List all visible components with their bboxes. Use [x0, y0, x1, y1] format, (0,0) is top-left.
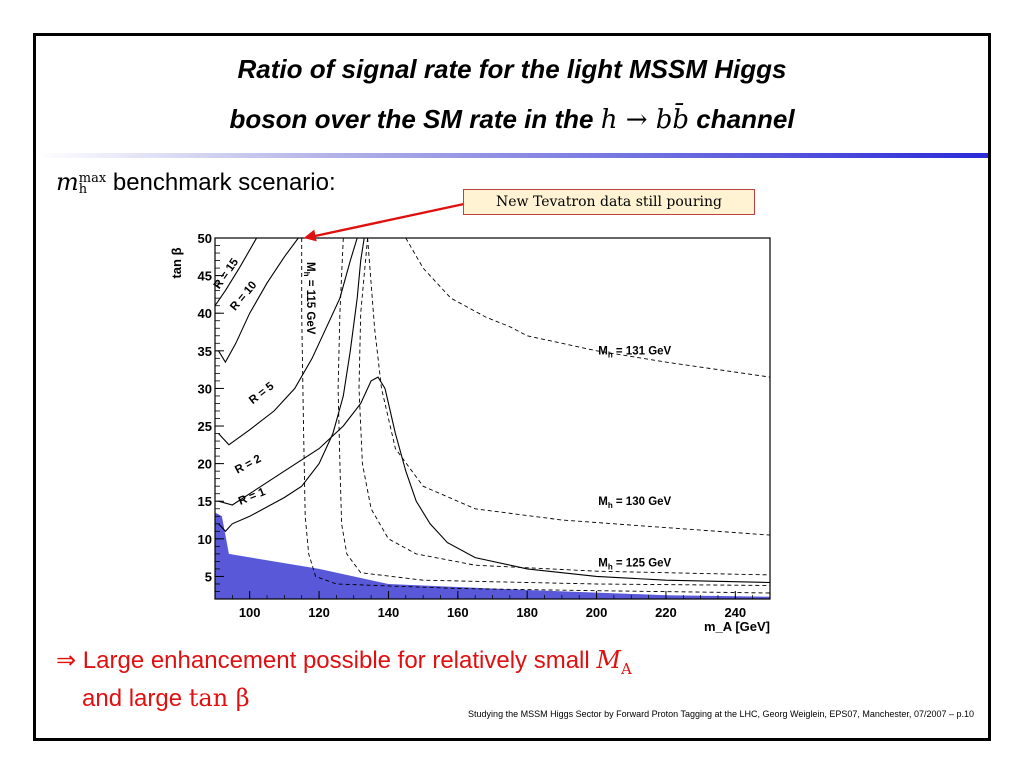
subtitle-sup: max	[78, 170, 107, 186]
title-line2-suffix: channel	[689, 104, 795, 134]
x-tick-label: 180	[516, 605, 538, 620]
subtitle-symbol: m	[56, 168, 79, 196]
annotation-6: Mh = 131 GeV	[598, 346, 671, 360]
annotation-3: R = 5	[247, 380, 277, 407]
x-tick-label: 200	[586, 605, 608, 620]
subtitle: m max h benchmark scenario:	[56, 168, 336, 197]
conclusion-math1: M	[596, 646, 621, 674]
y-tick-label: 20	[198, 457, 212, 472]
y-tick-label: 50	[198, 231, 212, 246]
y-tick-label: 10	[198, 532, 212, 547]
solid-contour-5	[384, 388, 770, 584]
conclusion-line2: and large tan β	[56, 684, 632, 713]
dashed-contour-1	[337, 238, 770, 586]
x-tick-label: 240	[724, 605, 746, 620]
solid-contour-4	[218, 238, 365, 533]
title-line2-math: h → bb̄	[600, 105, 690, 135]
annotation-0: R = 15	[212, 256, 242, 291]
slide-frame: Ratio of signal rate for the light MSSM …	[33, 33, 991, 741]
dashed-contour-3	[367, 238, 770, 536]
x-tick-label: 100	[239, 605, 261, 620]
conclusion-line1: ⇒ Large enhancement possible for relativ…	[56, 646, 632, 684]
x-tick-label: 120	[308, 605, 330, 620]
conclusion-math1-sub: A	[620, 659, 632, 678]
dashed-contour-2	[358, 238, 770, 576]
conclusion: ⇒ Large enhancement possible for relativ…	[56, 646, 632, 713]
solid-contour-0	[215, 238, 258, 307]
x-tick-label: 140	[378, 605, 400, 620]
solid-contour-2	[218, 238, 358, 446]
conclusion-text1: Large enhancement possible for relativel…	[76, 647, 597, 674]
subtitle-text: benchmark scenario:	[106, 169, 336, 196]
x-tick-label: 220	[655, 605, 677, 620]
y-axis-label: tan β	[169, 247, 184, 278]
dashed-contour-0	[301, 238, 770, 594]
conclusion-arrow: ⇒	[56, 647, 77, 674]
callout-arrow-head	[303, 229, 317, 242]
slide-title-line1: Ratio of signal rate for the light MSSM …	[237, 54, 787, 84]
excluded-region	[215, 512, 770, 599]
solid-contour-1	[218, 238, 299, 364]
x-axis-label: m_A [GeV]	[704, 619, 770, 634]
annotation-8: Mh = 125 GeV	[598, 558, 671, 572]
y-tick-label: 35	[198, 344, 212, 359]
annotation-2: Mh = 115 GeV	[302, 262, 316, 335]
y-tick-label: 40	[198, 306, 212, 321]
conclusion-math2: tan β	[188, 683, 250, 712]
title-rule	[36, 153, 988, 158]
annotation-4: R = 2	[233, 453, 263, 477]
plot-area	[215, 238, 770, 599]
mssm-higgs-chart: 100 120 140 160 180 200 220 240 5 10 15 20 25 30 35 40 4…	[169, 202, 771, 634]
slide-footer: Studying the MSSM Higgs Sector by Forwar…	[468, 709, 974, 719]
y-tick-label: 30	[198, 381, 212, 396]
x-tick-label: 160	[447, 605, 469, 620]
annotation-5: R = 1	[237, 486, 268, 508]
dashed-contour-4	[405, 238, 770, 378]
conclusion-text2: and large	[82, 684, 189, 712]
subtitle-sub: h	[78, 181, 88, 197]
plot-frame	[214, 237, 771, 600]
title-line2-prefix: boson over the SM rate in the	[229, 104, 601, 134]
callout-arrow	[312, 202, 465, 238]
callout-box: New Tevatron data still pouring	[463, 189, 755, 215]
y-tick-label: 45	[198, 269, 212, 284]
y-tick-label: 15	[198, 494, 212, 509]
annotation-1: R = 10	[228, 279, 259, 313]
annotation-7: Mh = 130 GeV	[598, 496, 671, 510]
y-tick-label: 25	[198, 419, 212, 434]
y-tick-label: 5	[205, 569, 212, 584]
slide-title-line2: boson over the SM rate in the h → bb̄ ch…	[36, 104, 988, 135]
